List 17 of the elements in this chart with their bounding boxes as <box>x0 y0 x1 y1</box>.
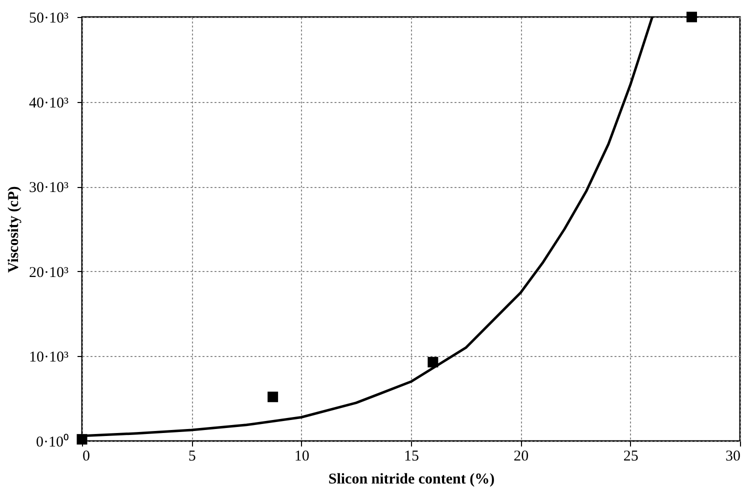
x-tick-label: 10 <box>294 448 310 464</box>
y-tick-label: 10·10³ <box>29 350 69 366</box>
y-tick-label: 0·10⁰ <box>36 434 68 450</box>
x-tick-label: 0 <box>82 448 90 464</box>
y-tick-label: 20·10³ <box>29 264 69 281</box>
x-tick-label: 5 <box>188 448 196 464</box>
y-tick-label: 30·10³ <box>29 180 69 196</box>
x-tick-label: 25 <box>623 448 638 464</box>
y-tick-label: 40·10³ <box>29 95 69 112</box>
point <box>686 12 697 22</box>
y-tick-label: 50·10³ <box>29 10 69 26</box>
x-tick-label: 30 <box>726 448 740 464</box>
x-tick-label: 20 <box>514 448 529 464</box>
x-axis-title: Slicon nitride content (%) <box>328 472 495 488</box>
y-axis-title: Viscosity (cP) <box>6 186 22 273</box>
point <box>268 392 278 402</box>
x-tick-label: 15 <box>404 448 419 464</box>
